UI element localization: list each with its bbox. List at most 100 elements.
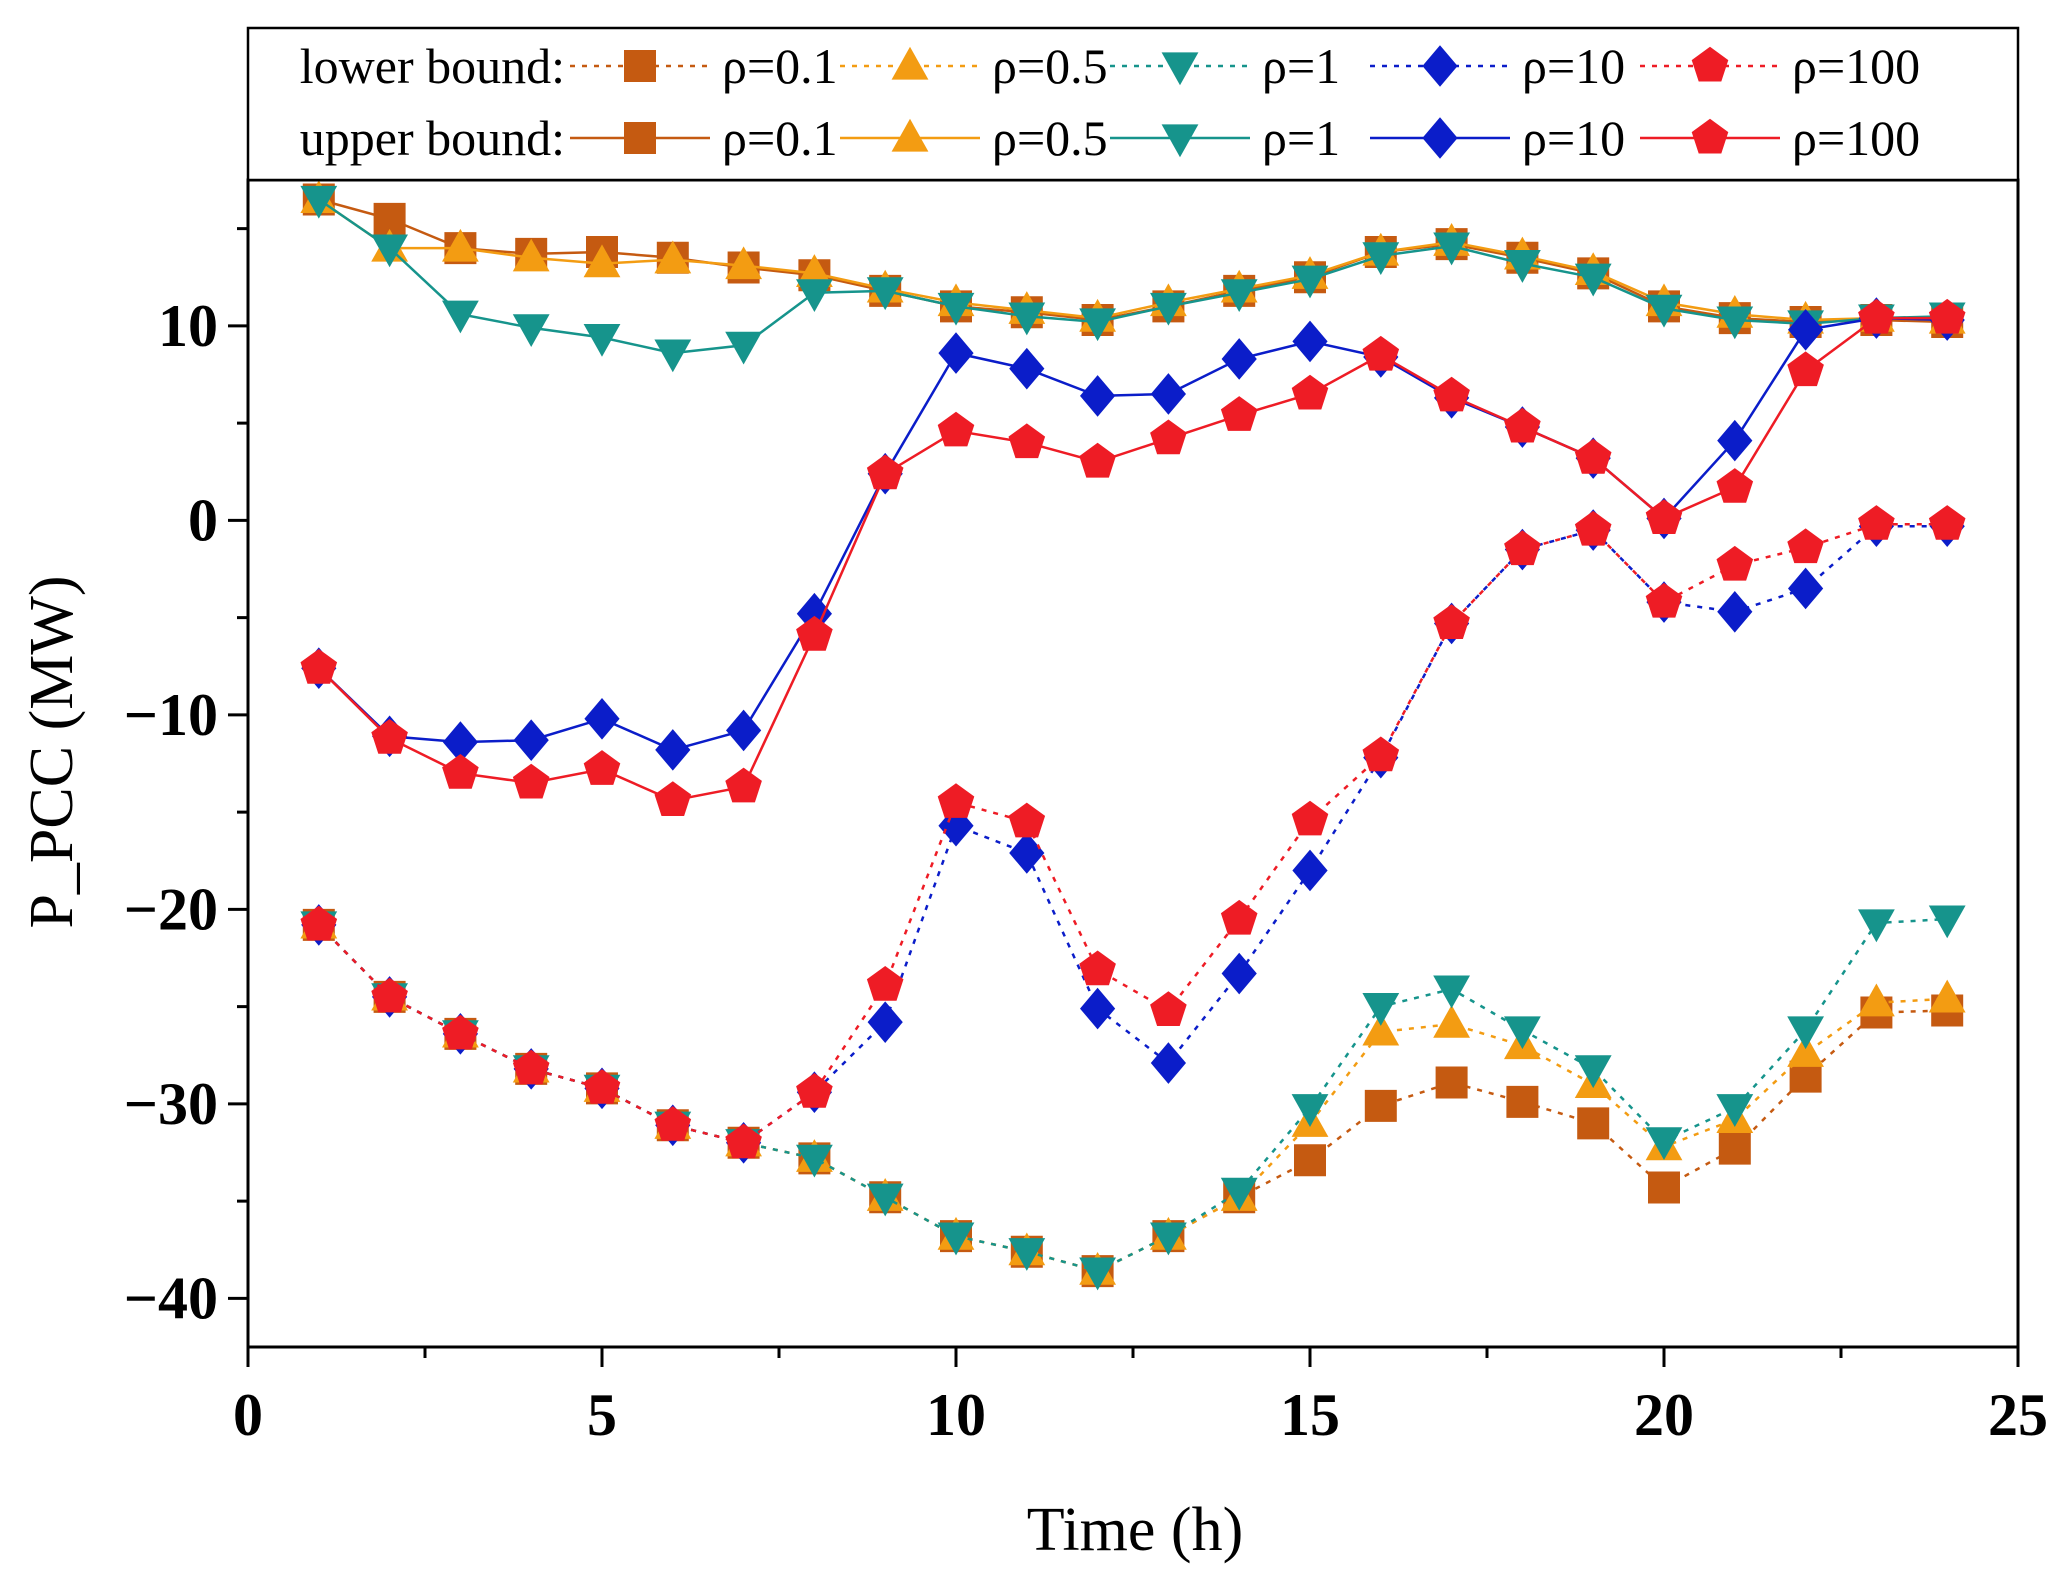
data-point-marker	[1364, 1089, 1397, 1122]
data-point-marker	[1220, 279, 1258, 313]
data-point-marker	[1009, 347, 1045, 390]
data-point-marker	[796, 1073, 833, 1108]
legend-item-lower-rho-0-5: ρ=0.5	[840, 38, 1108, 94]
data-point-marker	[1008, 1238, 1046, 1271]
data-point-marker	[1150, 292, 1187, 326]
data-point-marker	[1291, 800, 1329, 836]
data-point-marker	[1648, 1171, 1680, 1204]
data-point-marker	[725, 246, 762, 280]
data-point-marker	[937, 1222, 975, 1256]
legend-item-lower-rho-100: ρ=100	[1640, 38, 1920, 94]
data-point-marker	[1645, 1127, 1683, 1161]
data-point-marker	[300, 905, 338, 941]
legend-item-upper-rho-1: ρ=1	[1110, 110, 1340, 166]
data-point-marker	[583, 750, 621, 785]
data-point-marker	[1220, 899, 1258, 935]
legend-marker	[1422, 45, 1458, 87]
data-point-marker	[373, 202, 406, 235]
series-line	[317, 924, 1948, 1273]
data-point-marker	[1574, 263, 1612, 297]
data-point-marker	[725, 1123, 762, 1159]
x-tick-label: 5	[587, 1382, 617, 1448]
data-point-marker	[371, 977, 408, 1013]
legend-row-upper: upper bound: ρ=0.1 ρ=0.5 ρ=1 ρ=10 ρ=100	[300, 110, 1920, 166]
data-point-marker	[796, 1144, 833, 1178]
legend-item-upper-rho-0-5: ρ=0.5	[840, 110, 1108, 166]
data-point-marker	[1645, 499, 1683, 534]
data-point-marker	[1716, 468, 1754, 503]
y-tick-label: −20	[124, 876, 218, 942]
x-tick-label: 10	[926, 1382, 986, 1448]
data-point-marker	[1577, 1107, 1610, 1140]
data-point-marker	[1645, 582, 1683, 618]
data-point-marker	[1928, 905, 1966, 939]
data-point-marker	[655, 729, 691, 771]
data-point-marker	[512, 314, 550, 348]
legend-item-upper-rho-10: ρ=10	[1370, 110, 1625, 166]
legend-series-label: ρ=0.5	[992, 110, 1108, 166]
legend: lower bound: ρ=0.1 ρ=0.5 ρ=1 ρ=10 ρ=100upper …	[246, 26, 2020, 182]
data-point-marker	[1928, 298, 1966, 334]
x-tick-label: 20	[1634, 1382, 1694, 1448]
legend-row-lower: lower bound: ρ=0.1 ρ=0.5 ρ=1 ρ=10 ρ=100	[300, 38, 1920, 94]
data-point-marker	[1787, 528, 1824, 564]
data-point-marker	[512, 238, 550, 272]
data-point-marker	[1291, 1094, 1329, 1127]
legend-series-label: ρ=0.1	[722, 38, 838, 94]
data-point-marker	[1504, 407, 1541, 443]
legend-series-label: ρ=1	[1262, 38, 1340, 94]
legend-box	[246, 26, 2020, 182]
legend-marker	[1161, 124, 1199, 158]
data-point-marker	[796, 254, 833, 287]
data-point-marker	[1788, 567, 1824, 610]
data-point-marker	[300, 649, 338, 684]
data-point-marker	[371, 719, 408, 754]
legend-marker	[1691, 118, 1729, 154]
y-axis-title: P_PCC (MW)	[18, 575, 86, 928]
data-point-marker	[1362, 736, 1400, 772]
data-point-marker	[1150, 419, 1187, 455]
x-tick-label: 25	[1988, 1382, 2048, 1448]
legend-marker	[891, 46, 929, 80]
data-point-marker	[866, 454, 904, 490]
data-point-marker	[583, 244, 621, 278]
data-point-marker	[1787, 351, 1824, 387]
legend-series-label: ρ=10	[1522, 38, 1625, 94]
legend-marker	[624, 122, 656, 154]
data-point-marker	[1574, 1055, 1612, 1089]
y-tick-label: 10	[158, 293, 218, 359]
data-point-marker	[1220, 1177, 1258, 1211]
data-point-marker	[1433, 232, 1470, 266]
data-point-marker	[583, 1069, 621, 1104]
data-point-marker	[1858, 298, 1895, 334]
plot-background	[248, 180, 2018, 1347]
legend-item-lower-rho-10: ρ=10	[1370, 38, 1625, 94]
x-tick-label: 15	[1280, 1382, 1340, 1448]
series-lower-rho-100	[300, 505, 1966, 1159]
data-point-marker	[796, 592, 832, 635]
data-point-marker	[796, 279, 833, 313]
data-point-marker	[1008, 302, 1046, 336]
data-point-marker	[371, 234, 408, 268]
data-point-marker	[1079, 1257, 1116, 1291]
data-point-marker	[1150, 1042, 1186, 1084]
data-point-marker	[584, 697, 620, 740]
data-point-marker	[1787, 1016, 1824, 1050]
x-axis-title: Time (h)	[1027, 1496, 1243, 1564]
legend-marker	[1161, 52, 1199, 86]
data-point-marker	[1716, 545, 1754, 581]
data-point-marker	[442, 300, 479, 334]
data-point-marker	[654, 1106, 692, 1141]
legend-item-lower-rho-0-1: ρ=0.1	[570, 38, 838, 94]
legend-row-label: lower bound:	[300, 38, 565, 94]
data-point-marker	[1433, 604, 1470, 639]
plot-area	[248, 180, 2018, 1347]
data-point-marker	[1220, 396, 1258, 431]
legend-marker	[891, 118, 929, 152]
data-point-marker	[583, 323, 621, 357]
data-point-marker	[654, 240, 692, 274]
data-point-marker	[1928, 505, 1966, 540]
data-point-marker	[1150, 991, 1187, 1026]
